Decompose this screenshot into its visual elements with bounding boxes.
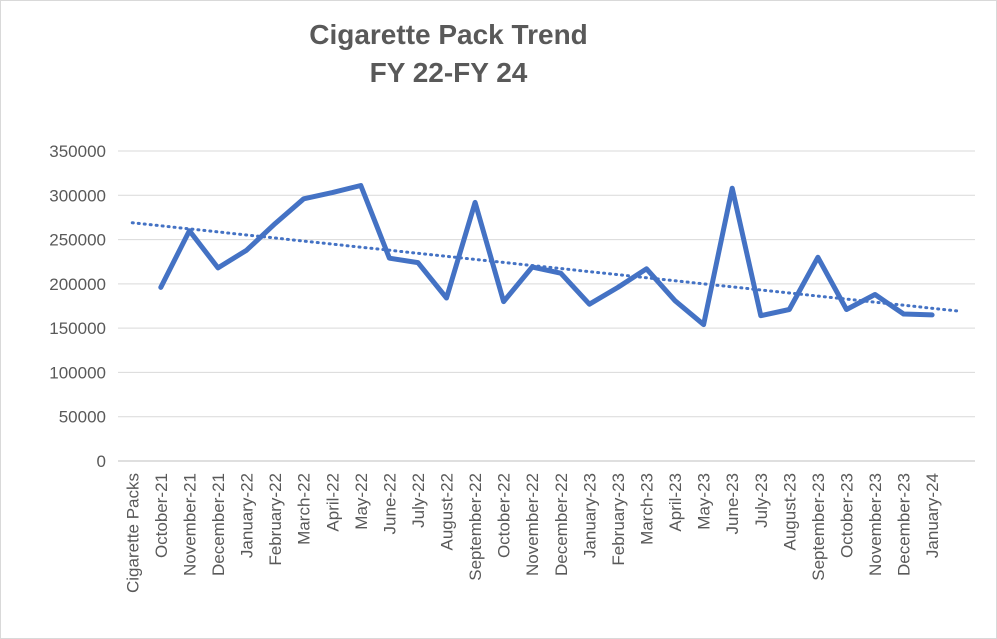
chart-title-block: Cigarette Pack Trend FY 22-FY 24	[0, 16, 897, 92]
x-tick-label: July-23	[752, 473, 771, 528]
x-tick-label: March-22	[295, 473, 314, 545]
y-tick-label: 150000	[49, 319, 106, 338]
x-tick-label: April-22	[323, 473, 342, 532]
x-tick-label: July-22	[409, 473, 428, 528]
chart-subtitle: FY 22-FY 24	[369, 57, 528, 88]
x-tick-label: November-23	[866, 473, 885, 576]
x-tick-label: September-22	[466, 473, 485, 581]
y-tick-label: 0	[97, 452, 106, 471]
x-tick-label: August-22	[438, 473, 457, 551]
x-tick-label: October-22	[495, 473, 514, 558]
x-tick-label: January-24	[923, 473, 942, 558]
x-tick-label: December-23	[895, 473, 914, 576]
x-tick-label: January-23	[580, 473, 599, 558]
y-tick-label: 200000	[49, 275, 106, 294]
x-tick-label: October-23	[837, 473, 856, 558]
x-tick-label: April-23	[666, 473, 685, 532]
x-tick-label: November-22	[523, 473, 542, 576]
y-tick-label: 350000	[49, 142, 106, 161]
y-tick-label: 100000	[49, 363, 106, 382]
x-tick-label: Cigarette Packs	[123, 473, 142, 593]
x-tick-label: June-23	[723, 473, 742, 534]
series-line	[158, 183, 935, 328]
x-tick-label: May-22	[352, 473, 371, 530]
x-tick-label: February-23	[609, 473, 628, 566]
x-tick-label: November-21	[180, 473, 199, 576]
x-tick-label: October-21	[152, 473, 171, 558]
x-tick-label: August-23	[780, 473, 799, 551]
x-tick-label: January-22	[238, 473, 257, 558]
x-tick-label: May-23	[695, 473, 714, 530]
y-tick-label: 250000	[49, 231, 106, 250]
chart-title: Cigarette Pack Trend	[309, 19, 588, 50]
x-tick-label: September-23	[809, 473, 828, 581]
trendline	[130, 221, 963, 313]
x-tick-label: February-22	[266, 473, 285, 566]
x-tick-label: December-22	[552, 473, 571, 576]
x-tick-label: June-22	[380, 473, 399, 534]
x-tick-label: March-23	[637, 473, 656, 545]
y-tick-label: 50000	[59, 408, 106, 427]
x-tick-label: December-21	[209, 473, 228, 576]
y-tick-label: 300000	[49, 186, 106, 205]
